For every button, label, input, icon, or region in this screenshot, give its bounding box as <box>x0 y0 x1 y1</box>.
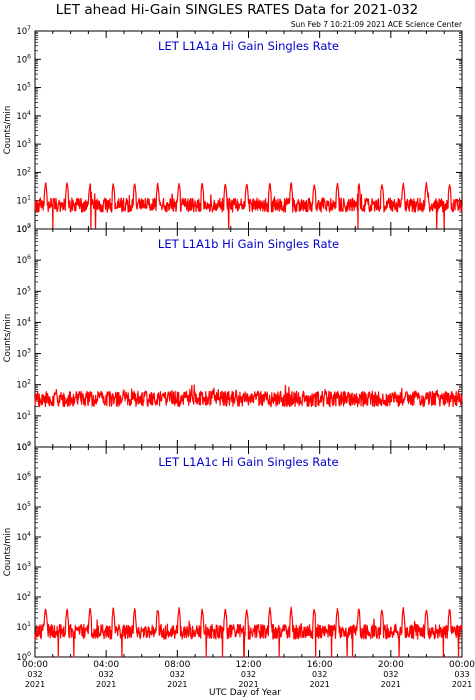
y-tick-label: 102 <box>16 166 31 178</box>
y-tick-label: 102 <box>16 379 31 391</box>
y-axis-label: Counts/min <box>3 106 13 155</box>
x-tick-label: 2021 <box>96 680 116 689</box>
y-tick-label: 106 <box>16 471 31 483</box>
y-tick-label: 100 <box>16 441 31 453</box>
y-tick-label: 104 <box>16 531 31 543</box>
y-tick-label: 105 <box>16 501 31 513</box>
x-tick-label: 2021 <box>25 680 45 689</box>
y-tick-label: 107 <box>16 223 31 235</box>
y-tick-label: 106 <box>16 254 31 266</box>
y-tick-label: 103 <box>16 138 31 150</box>
x-tick-label: 2021 <box>238 680 258 689</box>
singles-rate-line <box>34 606 463 658</box>
x-tick-label: 16:00 <box>307 660 333 670</box>
y-tick-label: 105 <box>16 285 31 297</box>
panel-2: 100 101 102 103 104 105 106 107 Counts/min LET L1… <box>3 223 463 453</box>
y-tick-label: 100 <box>16 223 31 235</box>
x-tick-label: 032 <box>99 670 114 679</box>
y-tick-label: 101 <box>16 621 31 633</box>
y-tick-label: 102 <box>16 591 31 603</box>
x-tick-label: 032 <box>27 670 42 679</box>
x-tick-label: 032 <box>312 670 327 679</box>
y-tick-label: 101 <box>16 410 31 422</box>
figure-title: LET ahead Hi-Gain SINGLES RATES Data for… <box>56 2 419 18</box>
y-axis-label: Counts/min <box>3 314 13 363</box>
x-tick-label: 032 <box>241 670 256 679</box>
y-tick-label: 107 <box>16 25 31 37</box>
panel-title: LET L1A1b Hi Gain Singles Rate <box>158 237 339 251</box>
y-tick-label: 100 <box>16 651 31 663</box>
y-tick-label: 106 <box>16 53 31 65</box>
panel-1: 100 101 102 103 104 105 106 107 Counts/min LET L1… <box>3 25 463 235</box>
y-tick-label: 105 <box>16 82 31 94</box>
panel-title: LET L1A1c Hi Gain Singles Rate <box>158 455 338 469</box>
x-tick-label: 2021 <box>381 680 401 689</box>
y-tick-label: 104 <box>16 110 31 122</box>
plot-frame <box>34 228 463 448</box>
y-tick-label: 107 <box>16 441 31 453</box>
x-axis-label: UTC Day of Year <box>209 688 281 698</box>
chart-panels: 100 101 102 103 104 105 106 107 Counts/min LET L1… <box>3 25 475 689</box>
panel-title: LET L1A1a Hi Gain Singles Rate <box>158 39 339 53</box>
x-tick-label: 04:00 <box>93 660 119 670</box>
x-tick-label: 08:00 <box>164 660 190 670</box>
singles-rate-line <box>34 181 463 230</box>
x-tick-label: 00:00 <box>22 660 48 670</box>
x-tick-label: 033 <box>454 670 469 679</box>
x-tick-label: 2021 <box>452 680 472 689</box>
y-tick-label: 104 <box>16 316 31 328</box>
y-tick-label: 103 <box>16 561 31 573</box>
x-tick-label: 00:00 <box>449 660 475 670</box>
y-tick-label: 103 <box>16 348 31 360</box>
x-tick-label: 12:00 <box>236 660 262 670</box>
x-tick-label: 032 <box>383 670 398 679</box>
singles-rate-line <box>34 384 463 408</box>
x-tick-label: 2021 <box>167 680 187 689</box>
x-tick-label: 2021 <box>309 680 329 689</box>
y-axis-label: Counts/min <box>3 528 13 577</box>
y-tick-label: 101 <box>16 195 31 207</box>
x-tick-label: 032 <box>170 670 185 679</box>
timestamp-label: Sun Feb 7 10:21:09 2021 ACE Science Cent… <box>291 20 463 29</box>
panel-3: 100 101 102 103 104 105 106 107 Counts/min LET L1… <box>3 441 463 663</box>
x-tick-label: 20:00 <box>378 660 404 670</box>
